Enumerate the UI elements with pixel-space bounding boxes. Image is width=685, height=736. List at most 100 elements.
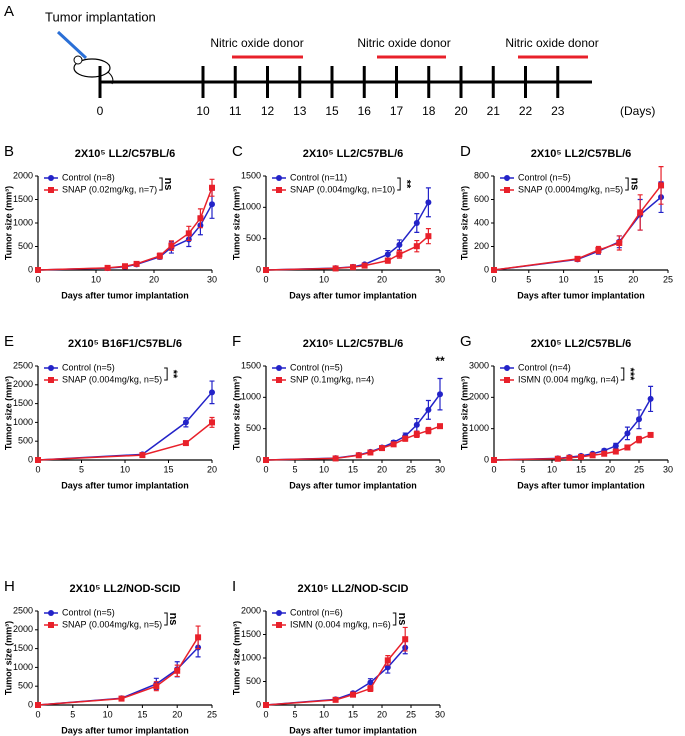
marker: [624, 444, 631, 451]
legend-marker: [276, 187, 282, 193]
marker: [647, 431, 654, 438]
marker: [197, 215, 204, 222]
legend-marker: [48, 377, 54, 383]
marker: [367, 449, 374, 456]
marker: [35, 702, 41, 708]
significance-bracket: [164, 367, 168, 381]
marker: [332, 455, 339, 462]
panel-letter: H: [4, 578, 15, 595]
panel-letter: I: [232, 578, 236, 595]
day-label: 17: [390, 104, 404, 118]
y-tick-label: 1500: [13, 398, 33, 408]
marker: [153, 683, 160, 690]
legend-label: Control (n=8): [62, 172, 115, 182]
marker: [616, 239, 623, 246]
y-tick-label: 2500: [13, 360, 33, 370]
marker: [185, 230, 192, 237]
panel-letter: C: [232, 143, 243, 160]
panel-letter: F: [232, 333, 241, 350]
significance-bracket: [625, 177, 629, 191]
marker: [263, 457, 269, 463]
x-tick-label: 5: [79, 464, 84, 474]
significance-bracket: [392, 612, 397, 626]
panel-letter: B: [4, 143, 14, 160]
chart-title: 2X10⁵ LL2/C57BL/6: [303, 148, 404, 160]
y-tick-label: 1500: [241, 360, 261, 370]
treatment-label: Nitric oxide donor: [505, 36, 598, 50]
significance-label: ***: [624, 368, 636, 382]
chart-title: 2X10⁵ LL2/C57BL/6: [531, 338, 632, 350]
x-tick-label: 10: [319, 709, 329, 719]
x-tick-label: 15: [137, 709, 147, 719]
y-tick-label: 2000: [469, 392, 489, 402]
series-line: [37, 646, 199, 706]
marker: [390, 441, 397, 448]
x-tick-label: 25: [663, 274, 673, 284]
y-axis-label: Tumor size (mm³): [3, 621, 13, 695]
x-tick-label: 10: [103, 709, 113, 719]
y-tick-label: 500: [246, 233, 261, 243]
chart-title: 2X10⁵ LL2/C57BL/6: [531, 148, 632, 160]
x-tick-label: 0: [263, 464, 268, 474]
x-tick-label: 20: [172, 709, 182, 719]
legend-label: Control (n=5): [290, 362, 343, 372]
legend-label: SNAP (0.02mg/kg, n=7): [62, 184, 157, 194]
marker: [647, 395, 654, 402]
panel-letter: D: [460, 143, 471, 160]
x-tick-label: 20: [149, 274, 159, 284]
marker: [425, 406, 432, 413]
x-axis-label: Days after tumor implantation: [61, 725, 189, 735]
marker: [636, 436, 642, 443]
marker: [658, 182, 665, 189]
x-tick-label: 20: [377, 464, 387, 474]
marker: [209, 184, 215, 191]
legend-marker: [276, 175, 282, 181]
marker: [413, 243, 420, 250]
series-line: [265, 638, 406, 706]
y-tick-label: 1000: [241, 652, 261, 662]
treatment-label: Nitric oxide donor: [357, 36, 450, 50]
day-label: 0: [97, 104, 104, 118]
x-tick-label: 30: [663, 464, 673, 474]
x-axis-label: Days after tumor implantation: [289, 290, 417, 300]
x-tick-label: 30: [435, 464, 445, 474]
y-tick-label: 500: [18, 241, 33, 251]
marker: [437, 423, 443, 430]
legend-label: Control (n=11): [290, 172, 347, 182]
mouse-ear: [73, 55, 83, 65]
series-line: [493, 184, 662, 271]
y-tick-label: 500: [246, 676, 261, 686]
chart-panel: D 2X10⁵ LL2/C57BL/6 Tumor size (mm³) Days a…: [459, 143, 673, 300]
x-tick-label: 25: [406, 464, 416, 474]
y-axis-label: Tumor size (mm³): [231, 186, 241, 260]
chart-panel: G 2X10⁵ LL2/C57BL/6 Tumor size (mm³) Days a…: [459, 333, 673, 490]
marker: [624, 430, 631, 437]
marker: [574, 255, 581, 262]
legend-marker: [48, 175, 54, 181]
marker: [566, 454, 573, 461]
panel-letter: E: [4, 333, 14, 350]
significance-label: ns: [162, 178, 174, 191]
marker: [384, 251, 391, 258]
x-tick-label: 15: [348, 464, 358, 474]
x-tick-label: 10: [547, 464, 557, 474]
marker: [589, 452, 596, 459]
y-tick-label: 0: [256, 264, 261, 274]
y-tick-label: 1000: [13, 417, 33, 427]
marker: [413, 220, 420, 226]
legend-label: Control (n=4): [518, 362, 571, 372]
x-axis-label: Days after tumor implantation: [289, 725, 417, 735]
x-tick-label: 0: [491, 464, 496, 474]
day-label: 15: [325, 104, 339, 118]
chart-panel: E 2X10⁵ B16F1/C57BL/6 Tumor size (mm³) Days…: [3, 333, 217, 490]
legend-marker: [48, 187, 54, 193]
y-tick-label: 1000: [13, 662, 33, 672]
chart-title: 2X10⁵ LL2/C57BL/6: [75, 148, 176, 160]
series-line: [37, 203, 213, 271]
marker: [355, 452, 362, 459]
x-tick-label: 25: [634, 464, 644, 474]
x-axis-label: Days after tumor implantation: [517, 290, 645, 300]
marker: [367, 679, 374, 686]
x-tick-label: 10: [91, 274, 101, 284]
x-tick-label: 0: [35, 274, 40, 284]
